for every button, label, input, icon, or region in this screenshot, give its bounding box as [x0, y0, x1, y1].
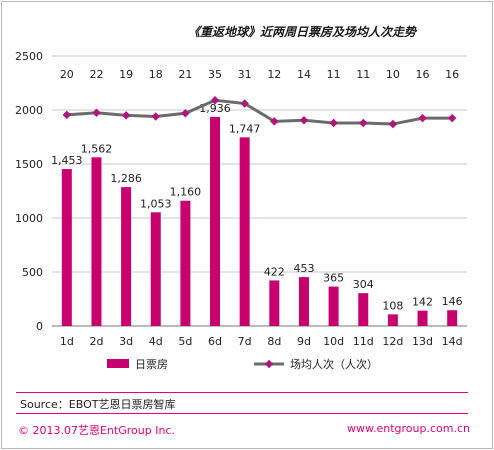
bar-value-label: 1,562: [81, 142, 113, 155]
bar: [91, 157, 102, 326]
series-line: [66, 98, 453, 126]
line-value-label: 21: [178, 68, 192, 81]
bar: [210, 116, 221, 326]
line-point: [240, 99, 249, 108]
line-point: [270, 117, 279, 126]
bar: [328, 286, 339, 326]
copyright-text: © 2013.07艺恩EntGroup Inc.: [18, 424, 175, 437]
bar: [180, 200, 191, 326]
line-point: [92, 108, 101, 117]
bar-value-label: 1,453: [51, 154, 83, 167]
bar: [447, 310, 458, 326]
x-tick-label: 3d: [119, 335, 133, 348]
bar: [61, 169, 72, 326]
line-value-label: 20: [60, 68, 74, 81]
y-tick-label: 0: [36, 320, 43, 333]
x-tick-label: 9d: [297, 335, 311, 348]
x-tick-label: 7d: [238, 335, 252, 348]
line-value-label: 18: [149, 68, 163, 81]
line-point: [210, 96, 220, 105]
legend-swatch-bars: [107, 359, 129, 368]
line-value-label: 11: [327, 68, 341, 81]
chart-title: 《重返地球》近两周日票房及场均人次走势: [188, 25, 418, 39]
bar: [239, 137, 250, 326]
bar-value-label: 1,160: [170, 186, 202, 199]
bar: [298, 277, 309, 326]
legend-label-line: 场均人次（人次）: [290, 357, 378, 371]
top-divider: [16, 392, 468, 393]
bar-value-label: 422: [264, 265, 285, 278]
line-point: [299, 116, 309, 125]
x-tick-label: 4d: [149, 335, 163, 348]
x-tick-label: 10d: [323, 335, 344, 348]
legend-label-bars: 日票房: [135, 358, 168, 371]
bar-value-label: 146: [442, 295, 463, 308]
x-tick-label: 2d: [89, 335, 103, 348]
line-value-label: 19: [119, 68, 133, 81]
line-value-label: 10: [386, 68, 400, 81]
bar: [387, 314, 398, 326]
line-point: [388, 119, 398, 129]
bar-value-label: 108: [382, 299, 403, 312]
bar-value-label: 365: [323, 272, 344, 285]
source-text: Source：EBOT艺恩日票房智库: [20, 398, 176, 411]
line-value-label: 22: [89, 68, 103, 81]
x-tick-label: 1d: [60, 335, 74, 348]
y-tick-label: 1000: [15, 212, 43, 225]
bar-value-label: 1,747: [229, 122, 261, 135]
line-value-label: 35: [208, 68, 222, 81]
line-point: [359, 118, 368, 128]
x-tick-label: 11d: [353, 335, 374, 348]
line-value-label: 14: [297, 68, 311, 81]
bar-value-label: 1,053: [140, 197, 172, 210]
line-value-label: 12: [267, 68, 281, 81]
x-tick-label: 5d: [178, 335, 192, 348]
line-point: [62, 110, 72, 120]
bar: [417, 310, 428, 326]
x-tick-label: 6d: [208, 335, 222, 348]
line-point: [329, 118, 338, 128]
x-tick-label: 12d: [382, 335, 403, 348]
bar-value-label: 304: [353, 278, 374, 291]
bar: [121, 187, 132, 326]
line-point: [447, 113, 457, 123]
bar: [269, 280, 280, 326]
website-text: www.entgroup.com.cn: [347, 422, 470, 435]
bar-value-label: 1,286: [110, 172, 142, 185]
y-tick-label: 500: [22, 266, 43, 279]
y-tick-label: 1500: [15, 158, 43, 171]
line-value-label: 16: [445, 68, 459, 81]
bar: [150, 212, 161, 326]
legend-swatch-marker: [264, 359, 274, 369]
line-point: [121, 111, 131, 120]
line-point: [418, 113, 427, 123]
line-value-label: 11: [356, 68, 370, 81]
x-tick-label: 14d: [442, 335, 463, 348]
bar-value-label: 453: [293, 262, 314, 275]
y-tick-label: 2000: [15, 104, 43, 117]
line-point: [181, 108, 190, 118]
bar: [358, 293, 369, 326]
x-tick-label: 8d: [267, 335, 281, 348]
line-point: [151, 112, 160, 121]
y-tick-label: 2500: [15, 50, 43, 63]
line-value-label: 16: [416, 68, 430, 81]
bottom-divider: [16, 413, 468, 414]
x-tick-label: 13d: [412, 335, 433, 348]
bar-value-label: 142: [412, 296, 433, 309]
line-value-label: 31: [238, 68, 252, 81]
